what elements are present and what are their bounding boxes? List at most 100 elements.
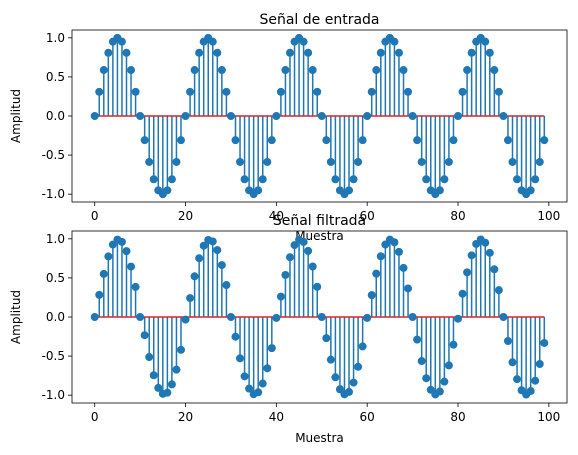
input-signal-point xyxy=(149,175,158,184)
filtered-signal-point xyxy=(258,379,267,388)
filtered-signal-point xyxy=(127,262,136,271)
input-signal-x-tick-label: 20 xyxy=(178,209,193,223)
filtered-signal-point xyxy=(317,313,326,321)
input-signal-y-ticks: -1.0 -0.5 0.0 0.5 1.0 xyxy=(42,31,72,201)
input-signal-point xyxy=(494,87,503,96)
input-signal-point xyxy=(213,48,222,57)
input-signal-point xyxy=(313,87,322,96)
input-signal-point xyxy=(481,37,490,46)
filtered-signal-point xyxy=(267,344,276,353)
filtered-signal-point xyxy=(276,292,285,301)
filtered-signal-xlabel: Muestra xyxy=(295,431,344,445)
input-signal-point xyxy=(458,87,467,96)
input-signal-xlabel: Muestra xyxy=(295,229,344,243)
filtered-signal-x-ticks: 0 20 40 60 80 100 xyxy=(91,403,560,424)
input-signal-point xyxy=(526,186,535,195)
input-signal-point xyxy=(167,175,176,184)
input-signal-y-tick-label: -1.0 xyxy=(42,187,65,201)
input-signal-point xyxy=(372,66,381,75)
input-signal-point xyxy=(222,87,231,96)
filtered-signal-point xyxy=(413,335,422,344)
input-signal-point xyxy=(317,112,326,120)
input-signal-point xyxy=(240,175,249,184)
filtered-signal-point xyxy=(236,354,245,363)
input-signal-point xyxy=(131,87,140,96)
input-signal-point xyxy=(354,157,363,166)
input-signal-point xyxy=(217,66,226,75)
filtered-signal-point xyxy=(345,387,354,396)
filtered-signal-x-tick-label: 40 xyxy=(269,410,284,424)
filtered-signal-point xyxy=(526,387,535,396)
input-signal-x-ticks: 0 20 40 60 80 100 xyxy=(91,202,560,223)
filtered-signal-point xyxy=(499,313,508,321)
input-signal-point xyxy=(490,66,499,75)
input-signal-point xyxy=(272,112,281,120)
input-signal-point xyxy=(304,48,313,57)
filtered-signal-x-tick-label: 20 xyxy=(178,410,193,424)
filtered-signal-point xyxy=(240,372,249,381)
filtered-signal-point xyxy=(136,313,145,321)
filtered-signal-point xyxy=(104,252,113,261)
input-signal-point xyxy=(308,66,317,75)
input-signal-point xyxy=(276,87,285,96)
input-signal-point xyxy=(195,48,204,57)
filtered-signal-point xyxy=(117,237,126,246)
input-signal-plot-area xyxy=(90,33,549,199)
filtered-signal-point xyxy=(231,332,240,341)
filtered-signal-point xyxy=(122,247,131,256)
input-signal-point xyxy=(258,175,267,184)
filtered-signal-y-tick-label: -0.5 xyxy=(42,349,65,363)
filtered-signal-point xyxy=(481,238,490,247)
input-signal-point xyxy=(117,37,126,46)
input-signal-point xyxy=(503,136,512,145)
input-signal-point xyxy=(299,37,308,46)
filtered-signal-point xyxy=(245,384,254,393)
input-signal-point xyxy=(326,157,335,166)
filtered-signal-point xyxy=(390,238,399,247)
input-signal-point xyxy=(399,66,408,75)
filtered-signal-point xyxy=(313,282,322,291)
filtered-signal-point xyxy=(181,315,190,324)
input-signal-point xyxy=(508,157,517,166)
filtered-signal-point xyxy=(444,361,453,370)
input-signal-point xyxy=(136,112,145,120)
filtered-signal-point xyxy=(222,281,231,290)
filtered-signal-point xyxy=(372,269,381,278)
filtered-signal-point xyxy=(176,345,185,354)
input-signal-point xyxy=(435,186,444,195)
filtered-signal-point xyxy=(304,246,313,255)
filtered-signal-point xyxy=(540,338,549,347)
input-signal-point xyxy=(190,66,199,75)
filtered-signal-point xyxy=(367,291,376,300)
input-signal-point xyxy=(394,48,403,57)
filtered-signal-point xyxy=(404,284,413,293)
filtered-signal-point xyxy=(186,294,195,303)
filtered-signal-plot: 0 20 40 60 80 100 -1.0 -0.5 0.0 0.5 1.0 Señal fil… xyxy=(9,213,568,445)
filtered-signal-point xyxy=(467,251,476,260)
filtered-signal-point xyxy=(226,313,235,321)
filtered-signal-point xyxy=(254,388,263,397)
input-signal-point xyxy=(404,87,413,96)
filtered-signal-point xyxy=(513,375,522,384)
filtered-signal-point xyxy=(299,237,308,246)
input-signal-point xyxy=(417,157,426,166)
filtered-signal-point xyxy=(285,253,294,262)
filtered-signal-point xyxy=(290,241,299,250)
input-signal-point xyxy=(122,48,131,57)
filtered-signal-ylabel: Amplitud xyxy=(9,290,23,344)
filtered-signal-y-tick-label: -1.0 xyxy=(42,388,65,402)
filtered-signal-point xyxy=(440,377,449,386)
input-signal-point xyxy=(485,48,494,57)
filtered-signal-point xyxy=(494,286,503,295)
input-signal-point xyxy=(145,157,154,166)
input-signal-point xyxy=(226,112,235,120)
input-signal-point xyxy=(454,112,463,120)
filtered-signal-point xyxy=(95,290,104,299)
filtered-signal-y-ticks: -1.0 -0.5 0.0 0.5 1.0 xyxy=(42,232,72,402)
filtered-signal-point xyxy=(145,353,154,362)
filtered-signal-title: Señal filtrada xyxy=(273,213,366,229)
input-signal-y-tick-label: 0.0 xyxy=(46,109,65,123)
filtered-signal-point xyxy=(535,359,544,368)
filtered-signal-point xyxy=(463,268,472,277)
input-signal-point xyxy=(413,136,422,145)
